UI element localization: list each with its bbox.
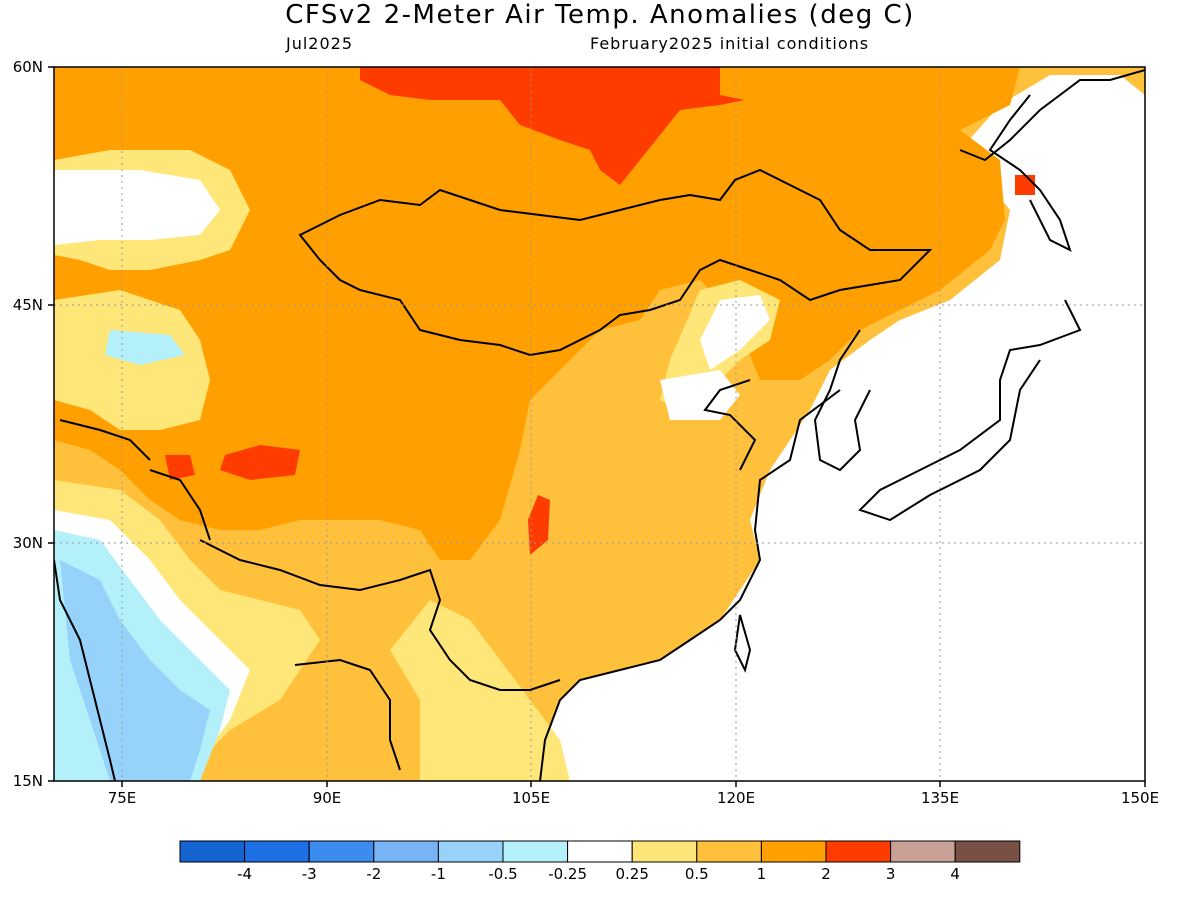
colorbar-swatch [373,840,439,863]
colorbar-label: -2 [366,865,382,883]
colorbar-label: -0.25 [548,865,587,883]
land-anomaly-near-zero-east [700,295,770,370]
land-anomaly-2-3-tibet [220,445,300,480]
colorbar-swatch [954,840,1021,863]
colorbar-swatch [890,840,956,863]
x-tick-label: 120E [716,789,756,807]
colorbar-swatch [631,840,698,863]
x-tick-label: 135E [920,789,960,807]
colorbar-swatch [308,840,375,863]
y-tick-label: 60N [12,58,43,76]
colorbar-swatch [696,840,762,863]
y-tick-label: 30N [12,534,43,552]
initial-conditions: February2025 initial conditions [590,34,870,53]
map-frame [53,66,1146,782]
land-anomaly-2-3-sakhalin [1015,175,1035,195]
borders [59,168,933,691]
colorbar-swatch [825,840,892,863]
colorbar-swatch [760,840,827,863]
colorbar-swatch [244,840,310,863]
y-tick-label: 15N [12,772,43,790]
land-anomaly-0.25-0.5-se [390,600,570,781]
land-anomaly-2-3-north [360,67,745,185]
target-month: Jul2025 [286,34,354,53]
land-anomaly-near-zero-nw [54,170,220,245]
colorbar-swatch [179,840,246,863]
x-tick-label: 150E [1120,789,1160,807]
land-anomaly-neg-0.5 [60,560,210,781]
colorbar-label: 2 [821,865,831,883]
colorbar [179,840,1021,863]
land-anomaly-near-zero-ne [660,370,740,420]
land-japan [870,300,1090,500]
colorbar-label: -3 [301,865,317,883]
grid-lines [54,67,1145,781]
x-tick-label: 75E [107,789,137,807]
axis-ticks [48,66,1146,787]
colorbar-label: 3 [885,865,896,883]
coastlines [54,69,1145,781]
colorbar-label: 0.25 [615,865,649,883]
colorbar-label: -4 [237,865,253,883]
colorbar-label: 0.5 [684,865,709,883]
colorbar-swatch [437,840,504,863]
colorbar-swatch [502,840,569,863]
land-anomaly-1-2 [54,67,1020,560]
land-anomaly-neg-0.5-central [105,330,185,365]
colorbar-label: 4 [950,865,960,883]
x-tick-label: 105E [511,789,551,807]
colorbar-label: -0.5 [488,865,518,883]
x-tick-label: 90E [312,789,342,807]
colorbar-swatch [567,840,633,863]
map-title: CFSv2 2-Meter Air Temp. Anomalies (deg C… [285,0,915,30]
y-tick-label: 45N [12,296,43,314]
colorbar-label: 1 [756,865,767,883]
land-anomaly-2-3-central [528,495,550,555]
colorbar-label: -1 [430,865,446,883]
land-anomaly-2-3-west [165,455,195,480]
